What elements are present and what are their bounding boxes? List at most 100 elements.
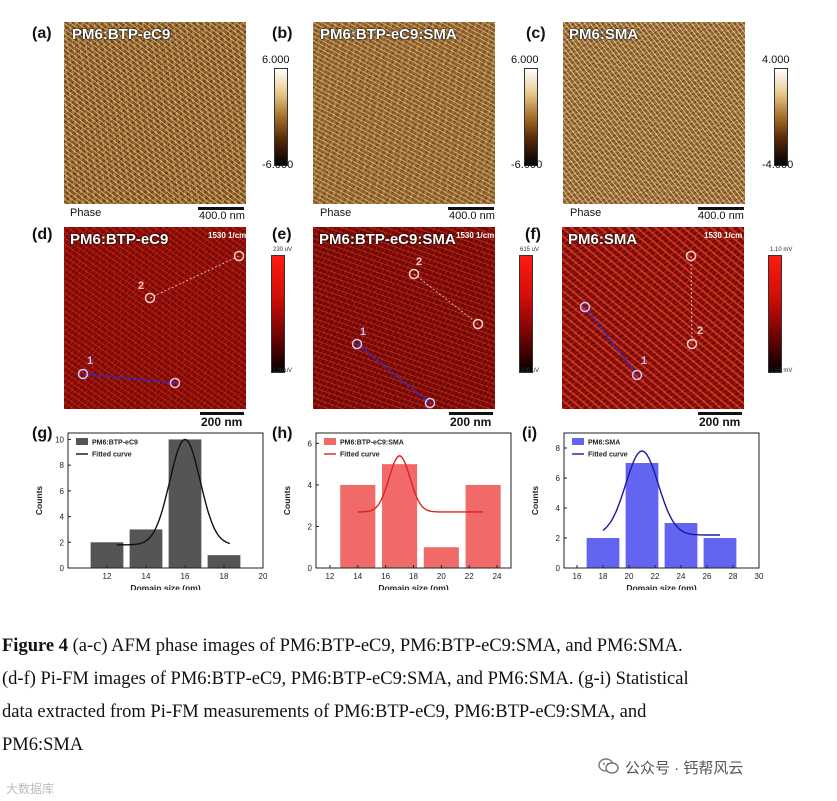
- histogram-bar: [703, 538, 737, 568]
- caption-line-1: Figure 4 (a-c) AFM phase images of PM6:B…: [2, 630, 836, 663]
- pifm-image-f: [562, 227, 744, 409]
- fitted-curve: [116, 438, 231, 546]
- line-profile-overlay-e: [351, 268, 484, 409]
- panel-label-c: (c): [526, 25, 546, 42]
- histogram-bar: [625, 463, 659, 568]
- profile-line-1: [584, 306, 638, 376]
- marker-label-1: 1: [360, 326, 367, 338]
- caption-text: (a-c) AFM phase images of PM6:BTP-eC9, P…: [67, 636, 683, 656]
- colorbar-max-e: 615 uV: [520, 247, 540, 253]
- y-tick-label: 6: [60, 487, 65, 496]
- panel-label-g: (g): [32, 425, 53, 442]
- y-tick-label: 0: [60, 564, 65, 573]
- marker-circle: [685, 250, 697, 262]
- profile-line-1: [356, 343, 431, 404]
- figure-number: Figure 4: [2, 636, 68, 656]
- marker-label-2: 2: [697, 325, 704, 337]
- colorbar-gradient-c: [774, 68, 788, 166]
- caption-line-3: data extracted from Pi-FM measurements o…: [2, 702, 647, 722]
- x-tick-label: 14: [142, 572, 151, 581]
- panel-label-f: (f): [525, 226, 541, 243]
- marker-label-2: 2: [138, 280, 145, 292]
- colorbar-gradient-d: [271, 255, 285, 373]
- legend-label-series: PM6:BTP-eC9: [92, 440, 138, 447]
- caption-line-4: PM6:SMA: [2, 735, 84, 755]
- colorbar-min-a: -6.000: [262, 159, 294, 171]
- scale-bar-b: [448, 207, 494, 210]
- fitted-curve: [602, 450, 720, 536]
- profile-line-2: [413, 273, 479, 325]
- marker-circle: [144, 292, 156, 304]
- profile-line-2: [149, 255, 240, 299]
- afm-image-a: [64, 22, 246, 204]
- plot-frame: [67, 432, 264, 569]
- scale-bar-f: [698, 412, 742, 415]
- caption-line-2: (d-f) Pi-FM images of PM6:BTP-eC9, PM6:B…: [2, 669, 689, 689]
- image-title-d: PM6:BTP-eC9: [70, 231, 169, 248]
- histogram-chart-g: 12 14 16 18 20 0 2 4 6 8 10 Domain size (nm) Counts P…: [34, 432, 268, 590]
- marker-label-1: 1: [641, 355, 648, 367]
- scale-label-b: 400.0 nm: [449, 210, 495, 222]
- colorbar-min-d: 120 uV: [273, 368, 293, 374]
- x-tick-label: 12: [325, 572, 334, 581]
- legend-label-series: PM6:BTP-eC9:SMA: [340, 440, 404, 447]
- marker-circle: [579, 301, 591, 313]
- phase-label-a: Phase: [70, 207, 102, 219]
- histogram-bar: [423, 547, 459, 568]
- histogram-bar: [207, 555, 241, 568]
- marker-label-1: 1: [87, 355, 94, 367]
- marker-circle: [351, 338, 363, 350]
- x-tick-label: 18: [599, 572, 608, 581]
- scale-label-a: 400.0 nm: [199, 210, 245, 222]
- phase-label-b: Phase: [320, 207, 352, 219]
- colorbar-gradient-b: [524, 68, 538, 166]
- scale-bar-e: [449, 412, 493, 415]
- panel-label-h: (h): [272, 425, 293, 442]
- y-tick-label: 2: [308, 522, 313, 531]
- colorbar-max-b: 6.000: [511, 54, 539, 66]
- colorbar-gradient-a: [274, 68, 288, 166]
- x-tick-label: 14: [353, 572, 362, 581]
- marker-circle: [686, 338, 698, 350]
- scale-bar-d: [200, 412, 244, 415]
- y-tick-label: 4: [60, 513, 65, 522]
- histogram-bar: [90, 542, 124, 568]
- marker-circle: [408, 268, 420, 280]
- image-title-a: PM6:BTP-eC9: [72, 26, 171, 43]
- scale-label-d: 200 nm: [201, 415, 243, 429]
- colorbar-gradient-f: [768, 255, 782, 373]
- frequency-label-f: 1530 1/cm: [704, 231, 743, 240]
- colorbar-max-a: 6.000: [262, 54, 290, 66]
- histogram-bar: [129, 529, 163, 568]
- histogram-bar: [382, 464, 418, 568]
- pifm-image-e: [313, 227, 495, 409]
- x-tick-label: 16: [181, 572, 190, 581]
- x-tick-label: 20: [625, 572, 634, 581]
- pifm-image-d: [64, 227, 246, 409]
- x-tick-label: 20: [259, 572, 268, 581]
- legend-swatch-bar: [572, 438, 584, 445]
- colorbar-max-c: 4.000: [762, 54, 790, 66]
- legend-swatch-bar: [324, 438, 336, 445]
- y-tick-label: 4: [556, 504, 561, 513]
- legend-label-fit: Fitted curve: [588, 452, 628, 459]
- panel-label-d: (d): [32, 226, 53, 243]
- panel-label-a: (a): [32, 25, 52, 42]
- x-tick-label: 24: [493, 572, 502, 581]
- x-tick-label: 24: [677, 572, 686, 581]
- afm-image-b: [313, 22, 495, 204]
- image-title-b: PM6:BTP-eC9:SMA: [320, 26, 457, 43]
- histogram-bar: [465, 484, 501, 568]
- panel-label-e: (e): [272, 226, 292, 243]
- y-axis-label: Counts: [530, 486, 540, 516]
- x-tick-label: 30: [755, 572, 764, 581]
- scale-label-e: 200 nm: [450, 415, 492, 429]
- histogram-bar: [168, 439, 202, 568]
- phase-label-c: Phase: [570, 207, 602, 219]
- x-tick-label: 22: [651, 572, 660, 581]
- x-tick-label: 28: [729, 572, 738, 581]
- afm-image-c: [563, 22, 745, 204]
- legend-label-fit: Fitted curve: [340, 452, 380, 459]
